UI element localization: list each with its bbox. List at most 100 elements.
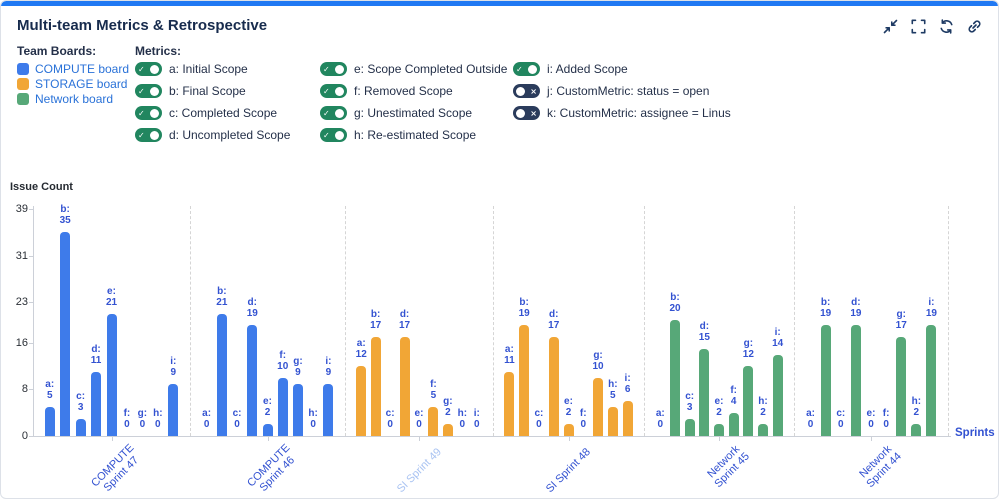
bar-si-sprint-49-d[interactable] bbox=[399, 337, 410, 436]
bar-si-sprint-48-d[interactable] bbox=[548, 337, 559, 436]
bar-network-sprint-45-h[interactable] bbox=[758, 424, 768, 436]
refresh-icon[interactable] bbox=[939, 19, 954, 34]
bar-compute-sprint-46-g[interactable] bbox=[292, 383, 303, 436]
bar-network-sprint-45-g[interactable] bbox=[743, 366, 754, 436]
metric-toggle-b[interactable]: ✓ bbox=[135, 84, 162, 98]
bar-si-sprint-48-b[interactable] bbox=[519, 325, 530, 436]
toggle-knob bbox=[150, 108, 159, 118]
bar-compute-sprint-47-e[interactable] bbox=[106, 313, 117, 436]
bar-compute-sprint-47-a[interactable] bbox=[44, 406, 55, 436]
metric-toggle-i[interactable]: ✓ bbox=[513, 62, 540, 76]
bar-si-sprint-49-a[interactable] bbox=[356, 366, 367, 436]
y-axis-title: Issue Count bbox=[10, 181, 73, 193]
bar-si-sprint-48-h[interactable] bbox=[607, 406, 618, 436]
bar-compute-sprint-47-c[interactable] bbox=[75, 418, 86, 436]
bar-value-label: h: 5 bbox=[608, 378, 618, 401]
y-tick-label: 31 bbox=[15, 249, 28, 262]
bar-network-sprint-45-f[interactable] bbox=[728, 412, 739, 436]
metric-toggle-g[interactable]: ✓ bbox=[320, 106, 347, 120]
legend-item-network-board[interactable]: Network board bbox=[17, 91, 129, 106]
bar-compute-sprint-46-f[interactable] bbox=[277, 377, 288, 436]
board-label: STORAGE board bbox=[35, 76, 128, 91]
check-icon: ✓ bbox=[323, 108, 330, 118]
x-tick-mark bbox=[419, 437, 420, 441]
metric-toggle-f[interactable]: ✓ bbox=[320, 84, 347, 98]
metric-toggle-a[interactable]: ✓ bbox=[135, 62, 162, 76]
metric-row-a: ✓ a: Initial Scope bbox=[135, 62, 320, 76]
bar-value-label: e: 0 bbox=[414, 408, 424, 430]
bar-value-label: d: 11 bbox=[90, 343, 102, 366]
metrics-columns: ✓ a: Initial Scope ✓ b: Final Scope ✓ c: Comp… bbox=[135, 58, 731, 150]
metric-toggle-j[interactable]: × bbox=[513, 84, 540, 98]
bar-value-label: a: 11 bbox=[504, 343, 515, 366]
group-separator bbox=[948, 206, 949, 436]
bar-network-sprint-44-d[interactable] bbox=[850, 325, 861, 436]
bar-si-sprint-48-a[interactable] bbox=[504, 371, 515, 436]
group-separator bbox=[345, 206, 346, 436]
metric-label-g: g: Unestimated Scope bbox=[354, 106, 473, 120]
bar-network-sprint-44-h[interactable] bbox=[911, 424, 922, 436]
bar-value-label: i: 9 bbox=[170, 355, 177, 378]
check-icon: ✓ bbox=[323, 130, 330, 140]
bar-value-label: b: 20 bbox=[669, 291, 681, 314]
metric-toggle-e[interactable]: ✓ bbox=[320, 62, 347, 76]
metric-toggle-c[interactable]: ✓ bbox=[135, 106, 162, 120]
check-icon: ✓ bbox=[323, 64, 330, 74]
bar-si-sprint-49-f[interactable] bbox=[428, 406, 439, 436]
bar-compute-sprint-46-b[interactable] bbox=[216, 313, 227, 436]
bar-si-sprint-48-g[interactable] bbox=[593, 377, 604, 436]
bar-compute-sprint-47-b[interactable] bbox=[60, 232, 71, 436]
bar-value-label: i: 19 bbox=[925, 297, 937, 320]
metrics-column-2: ✓ e: Scope Completed Outside ✓ f: Removed S… bbox=[320, 62, 513, 150]
bar-compute-sprint-46-i[interactable] bbox=[323, 383, 334, 436]
metric-label-k: k: CustomMetric: assignee = Linus bbox=[547, 106, 731, 120]
bar-network-sprint-44-g[interactable] bbox=[896, 337, 907, 436]
check-icon: ✓ bbox=[138, 86, 145, 96]
bar-si-sprint-48-i[interactable] bbox=[622, 401, 633, 436]
metrics-panel: Metrics: ✓ a: Initial Scope ✓ b: Final Scop… bbox=[135, 44, 731, 150]
bar-value-label: d: 19 bbox=[850, 297, 862, 320]
metric-label-h: h: Re-estimated Scope bbox=[354, 128, 477, 142]
bar-network-sprint-45-c[interactable] bbox=[684, 418, 695, 436]
metric-toggle-k[interactable]: × bbox=[513, 106, 540, 120]
bar-value-label: c: 0 bbox=[836, 408, 846, 430]
bar-si-sprint-49-g[interactable] bbox=[442, 424, 453, 436]
bar-value-label: h: 2 bbox=[758, 396, 768, 419]
bar-si-sprint-48-e[interactable] bbox=[563, 424, 574, 436]
bar-network-sprint-45-e[interactable] bbox=[714, 424, 724, 436]
metric-label-f: f: Removed Scope bbox=[354, 84, 453, 98]
bar-compute-sprint-47-d[interactable] bbox=[91, 371, 102, 436]
bar-network-sprint-45-d[interactable] bbox=[699, 348, 710, 436]
y-tick-label: 0 bbox=[21, 430, 28, 442]
team-boards-legend: Team Boards: COMPUTE board STORAGE board N… bbox=[17, 44, 129, 106]
metrics-column-3: ✓ i: Added Scope × j: CustomMetric: status … bbox=[513, 62, 731, 128]
bar-compute-sprint-47-i[interactable] bbox=[168, 383, 179, 436]
y-tick-mark bbox=[29, 302, 33, 304]
check-icon: ✓ bbox=[138, 64, 145, 74]
collapse-icon[interactable] bbox=[883, 19, 898, 34]
metric-toggle-h[interactable]: ✓ bbox=[320, 128, 347, 142]
bar-si-sprint-49-b[interactable] bbox=[370, 337, 381, 436]
legend-item-storage-board[interactable]: STORAGE board bbox=[17, 76, 129, 91]
bar-network-sprint-45-i[interactable] bbox=[772, 354, 783, 436]
metric-toggle-d[interactable]: ✓ bbox=[135, 128, 162, 142]
fullscreen-icon[interactable] bbox=[911, 19, 926, 34]
bar-network-sprint-45-b[interactable] bbox=[670, 319, 680, 436]
bar-compute-sprint-46-e[interactable] bbox=[262, 424, 273, 436]
metric-row-k: × k: CustomMetric: assignee = Linus bbox=[513, 106, 731, 120]
link-icon[interactable] bbox=[967, 19, 982, 34]
bar-compute-sprint-46-d[interactable] bbox=[247, 325, 258, 436]
bar-value-label: i: 0 bbox=[473, 408, 480, 430]
metric-label-d: d: Uncompleted Scope bbox=[169, 128, 291, 142]
bar-network-sprint-44-i[interactable] bbox=[926, 325, 937, 436]
check-icon: ✓ bbox=[516, 64, 523, 74]
bar-value-label: i: 6 bbox=[624, 373, 631, 396]
bar-network-sprint-44-b[interactable] bbox=[820, 325, 831, 436]
y-tick-mark bbox=[29, 255, 33, 257]
metrics-label: Metrics: bbox=[135, 44, 182, 58]
bar-value-label: f: 0 bbox=[123, 408, 131, 430]
y-tick-mark bbox=[29, 389, 33, 391]
team-boards-label: Team Boards: bbox=[17, 44, 97, 58]
legend-item-compute-board[interactable]: COMPUTE board bbox=[17, 61, 129, 76]
metric-label-c: c: Completed Scope bbox=[169, 106, 278, 120]
